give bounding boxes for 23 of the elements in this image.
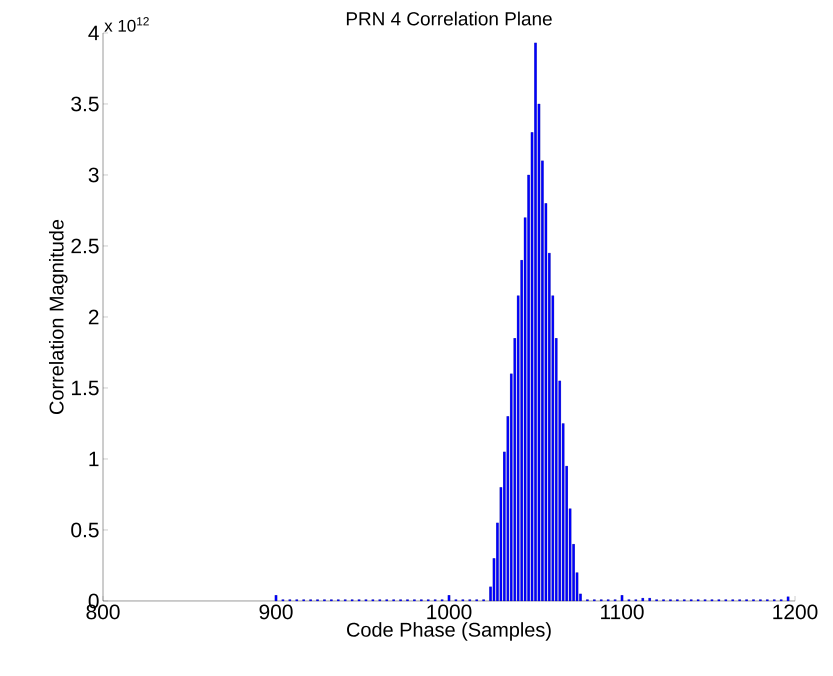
y-tick-label: 0.5 xyxy=(71,522,99,538)
x-tick-label: 1000 xyxy=(427,604,472,620)
x-axis-title: Code Phase (Samples) xyxy=(347,622,551,641)
y-tick-label: 4 xyxy=(88,26,99,40)
y-tick-label: 3.5 xyxy=(71,96,99,112)
y-tick-label: 3 xyxy=(88,168,99,182)
bar xyxy=(648,598,651,602)
bar xyxy=(274,595,278,602)
y-tick-label: 1.5 xyxy=(72,380,99,396)
y-axis-title: Correlation Magnitude xyxy=(48,220,68,414)
bar xyxy=(786,596,790,602)
x-tick-label: 1100 xyxy=(601,604,644,620)
y-tick-label: 2.5 xyxy=(71,238,99,254)
x-tick-label: 1200 xyxy=(773,604,818,620)
bar xyxy=(641,598,644,602)
y-tick-label: 2 xyxy=(88,310,98,324)
bar xyxy=(620,595,624,602)
y-tick-label: 1 xyxy=(89,452,98,466)
chart-title: PRN 4 Correlation Plane xyxy=(346,12,552,26)
bar xyxy=(448,595,450,602)
bar xyxy=(534,42,537,602)
x-tick-label: 900 xyxy=(260,604,293,620)
text: x 10$^{12}$ xyxy=(104,17,149,32)
